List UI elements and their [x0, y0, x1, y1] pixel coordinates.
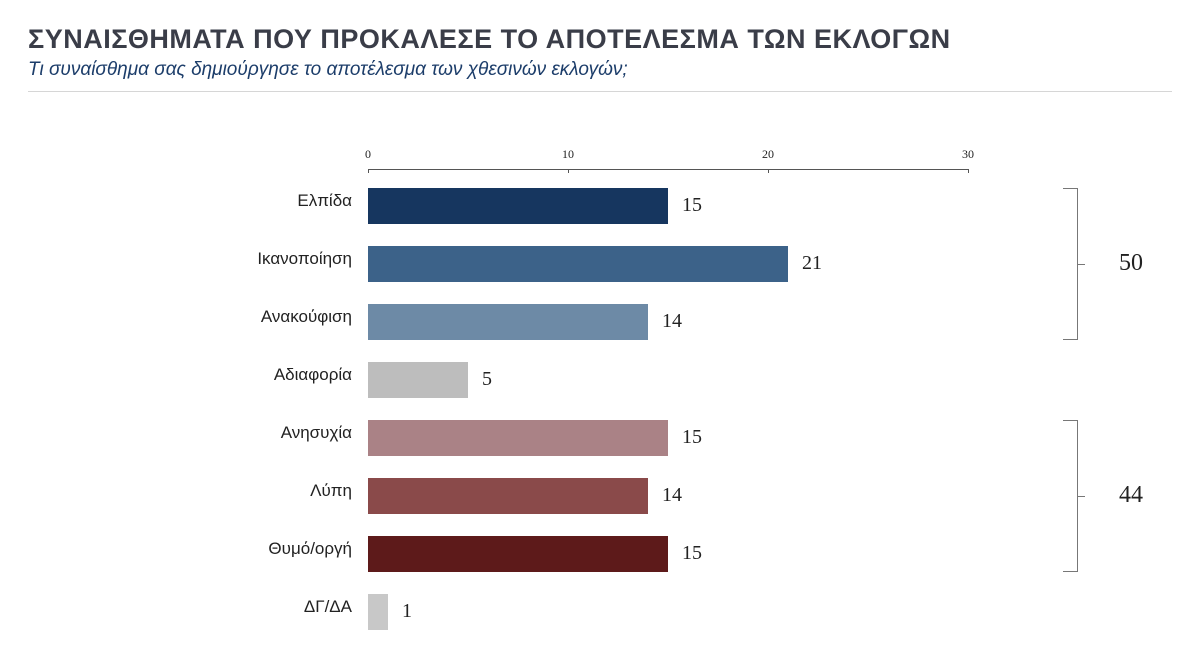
- bar: [368, 536, 668, 572]
- bar-value: 21: [802, 252, 822, 275]
- bar-label: Θυμό/οργή: [132, 539, 352, 559]
- bar: [368, 304, 648, 340]
- x-axis-tickmark: [968, 169, 969, 173]
- bar-label: Αδιαφορία: [132, 365, 352, 385]
- group-bracket: [1077, 188, 1078, 340]
- bar-value: 14: [662, 484, 682, 507]
- x-axis-tick: 20: [762, 147, 774, 162]
- bar-row: Ανακούφιση14: [368, 300, 968, 358]
- x-axis-tick: 0: [365, 147, 371, 162]
- page: ΣΥΝΑΙΣΘΗΜΑΤΑ ΠΟΥ ΠΡΟΚΑΛΕΣΕ ΤΟ ΑΠΟΤΕΛΕΣΜΑ…: [0, 0, 1200, 652]
- chart: 0 10 20 30 Ελπίδα15Ικανοποίηση21Ανακούφιση1…: [368, 147, 1172, 648]
- group-sum: 44: [1119, 482, 1143, 509]
- bar-value: 14: [662, 310, 682, 333]
- bar-label: Λύπη: [132, 481, 352, 501]
- bar-value: 15: [682, 542, 702, 565]
- bar-label: Ανακούφιση: [132, 307, 352, 327]
- group-sum: 50: [1119, 250, 1143, 277]
- bar: [368, 420, 668, 456]
- bar: [368, 246, 788, 282]
- bar-value: 15: [682, 194, 702, 217]
- bar-row: ΔΓ/ΔΑ1: [368, 590, 968, 648]
- x-axis-tick: 30: [962, 147, 974, 162]
- bar-row: Λύπη14: [368, 474, 968, 532]
- bar-value: 5: [482, 368, 492, 391]
- bar-row: Ελπίδα15: [368, 184, 968, 242]
- chart-subtitle: Τι συναίσθημα σας δημιούργησε το αποτέλε…: [28, 59, 1172, 81]
- bar-value: 15: [682, 426, 702, 449]
- bar-rows: Ελπίδα15Ικανοποίηση21Ανακούφιση14Αδιαφορ…: [368, 170, 968, 648]
- bar-label: Ελπίδα: [132, 191, 352, 211]
- bar: [368, 188, 668, 224]
- bar: [368, 362, 468, 398]
- bar: [368, 594, 388, 630]
- bar-label: Ανησυχία: [132, 423, 352, 443]
- chart-title: ΣΥΝΑΙΣΘΗΜΑΤΑ ΠΟΥ ΠΡΟΚΑΛΕΣΕ ΤΟ ΑΠΟΤΕΛΕΣΜΑ…: [28, 24, 1172, 55]
- bar-row: Θυμό/οργή15: [368, 532, 968, 590]
- bar-row: Αδιαφορία5: [368, 358, 968, 416]
- x-axis: 0102030: [368, 147, 968, 170]
- bar-value: 1: [402, 600, 412, 623]
- bar-label: ΔΓ/ΔΑ: [132, 597, 352, 617]
- bar-label: Ικανοποίηση: [132, 249, 352, 269]
- x-axis-tick: 10: [562, 147, 574, 162]
- bar-row: Ικανοποίηση21: [368, 242, 968, 300]
- divider: [28, 91, 1172, 92]
- bar: [368, 478, 648, 514]
- group-bracket: [1077, 420, 1078, 572]
- bar-row: Ανησυχία15: [368, 416, 968, 474]
- plot-area: 0102030 Ελπίδα15Ικανοποίηση21Ανακούφιση1…: [368, 147, 968, 648]
